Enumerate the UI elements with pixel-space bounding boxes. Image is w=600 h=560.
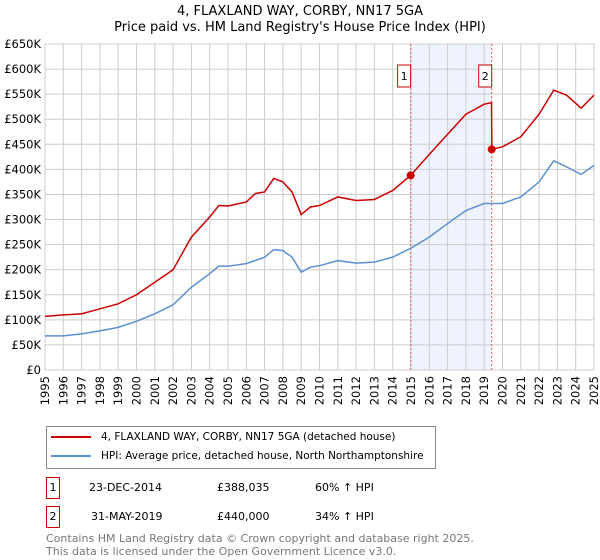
x-tick-label: 2012 <box>349 376 363 405</box>
x-tick-label: 2018 <box>459 376 473 405</box>
x-tick-label: 1999 <box>111 376 125 405</box>
x-tick-label: 2017 <box>441 376 455 405</box>
y-tick-label: £50K <box>12 338 42 352</box>
legend-hpi: HPI: Average price, detached house, Nort… <box>101 450 424 462</box>
hpi-line <box>45 159 595 337</box>
sale-price: £440,000 <box>217 510 270 523</box>
sale-badge: 2 <box>46 506 60 528</box>
y-tick-label: £250K <box>4 238 41 252</box>
sale-label: 2 <box>482 70 489 83</box>
y-tick-label: £100K <box>4 313 41 327</box>
x-tick-label: 2001 <box>148 376 162 405</box>
sale-point <box>487 145 496 154</box>
x-tick-label: 1995 <box>38 376 52 405</box>
plot-border <box>44 43 595 371</box>
x-tick-label: 2019 <box>477 376 491 405</box>
x-tick-label: 2008 <box>276 376 290 405</box>
sale-label: 1 <box>401 70 408 83</box>
sale-date: 23-DEC-2014 <box>89 481 163 494</box>
legend-blue-line <box>51 455 91 457</box>
y-tick-label: £650K <box>4 37 41 51</box>
x-tick-label: 2002 <box>166 376 180 405</box>
x-tick-label: 1997 <box>75 376 89 405</box>
legend-property: 4, FLAXLAND WAY, CORBY, NN17 5GA (detach… <box>101 431 396 443</box>
x-tick-label: 2004 <box>203 376 217 405</box>
x-tick-label: 1996 <box>56 376 70 405</box>
sale-hpi: 34% ↑ HPI <box>315 510 374 523</box>
sale-label-box <box>478 64 493 88</box>
x-tick-label: 2021 <box>514 376 528 405</box>
y-tick-label: £400K <box>4 162 41 176</box>
x-tick-label: 2003 <box>184 376 198 405</box>
legend-red-line <box>51 436 91 438</box>
y-tick-label: £300K <box>4 213 41 227</box>
sale-price: £388,035 <box>217 481 270 494</box>
sale-label-box <box>397 64 412 88</box>
x-tick-label: 2009 <box>294 376 308 405</box>
sale-hpi: 60% ↑ HPI <box>315 481 374 494</box>
x-tick-label: 2011 <box>331 376 345 405</box>
x-tick-label: 2005 <box>221 376 235 405</box>
sale-point <box>406 171 415 180</box>
x-tick-label: 2015 <box>404 376 418 405</box>
x-tick-label: 2022 <box>532 376 546 405</box>
y-tick-label: £350K <box>4 187 41 201</box>
chart-title: 4, FLAXLAND WAY, CORBY, NN17 5GA <box>176 4 423 19</box>
y-tick-label: £600K <box>4 62 41 76</box>
x-tick-label: 2025 <box>587 376 600 405</box>
y-tick-label: £200K <box>4 263 41 277</box>
footer-copyright: Contains HM Land Registry data © Crown c… <box>46 532 474 545</box>
sale-badge: 1 <box>46 477 60 499</box>
x-tick-label: 2020 <box>496 376 510 405</box>
x-tick-label: 2023 <box>550 376 564 405</box>
legend: 4, FLAXLAND WAY, CORBY, NN17 5GA (detach… <box>46 426 436 469</box>
sale-date: 31-MAY-2019 <box>91 510 163 523</box>
property-price-line <box>44 89 595 318</box>
y-tick-label: £550K <box>4 87 41 101</box>
x-tick-label: 2024 <box>569 376 583 405</box>
x-tick-label: 2014 <box>386 376 400 405</box>
x-tick-label: 1998 <box>93 376 107 405</box>
sale-period-shading <box>410 44 492 370</box>
x-tick-label: 2006 <box>239 376 253 405</box>
x-tick-label: 2000 <box>130 376 144 405</box>
x-tick-label: 2013 <box>367 376 381 405</box>
sale-row: 1 23-DEC-2014 £388,035 60% ↑ HPI <box>46 477 446 499</box>
y-tick-label: £150K <box>4 288 41 302</box>
footer-licence: This data is licensed under the Open Gov… <box>46 545 397 558</box>
x-tick-label: 2016 <box>422 376 436 405</box>
x-tick-label: 2010 <box>313 376 327 405</box>
x-tick-label: 2007 <box>258 376 272 405</box>
sale-row: 2 31-MAY-2019 £440,000 34% ↑ HPI <box>46 506 446 528</box>
price-chart: £0 £50K £100K £150K £200K £250K £300K £350K £400… <box>4 37 600 405</box>
chart-subtitle: Price paid vs. HM Land Registry's House … <box>114 20 486 35</box>
y-tick-label: £0 <box>26 363 41 377</box>
y-tick-label: £450K <box>4 137 41 151</box>
y-tick-label: £500K <box>4 112 41 126</box>
